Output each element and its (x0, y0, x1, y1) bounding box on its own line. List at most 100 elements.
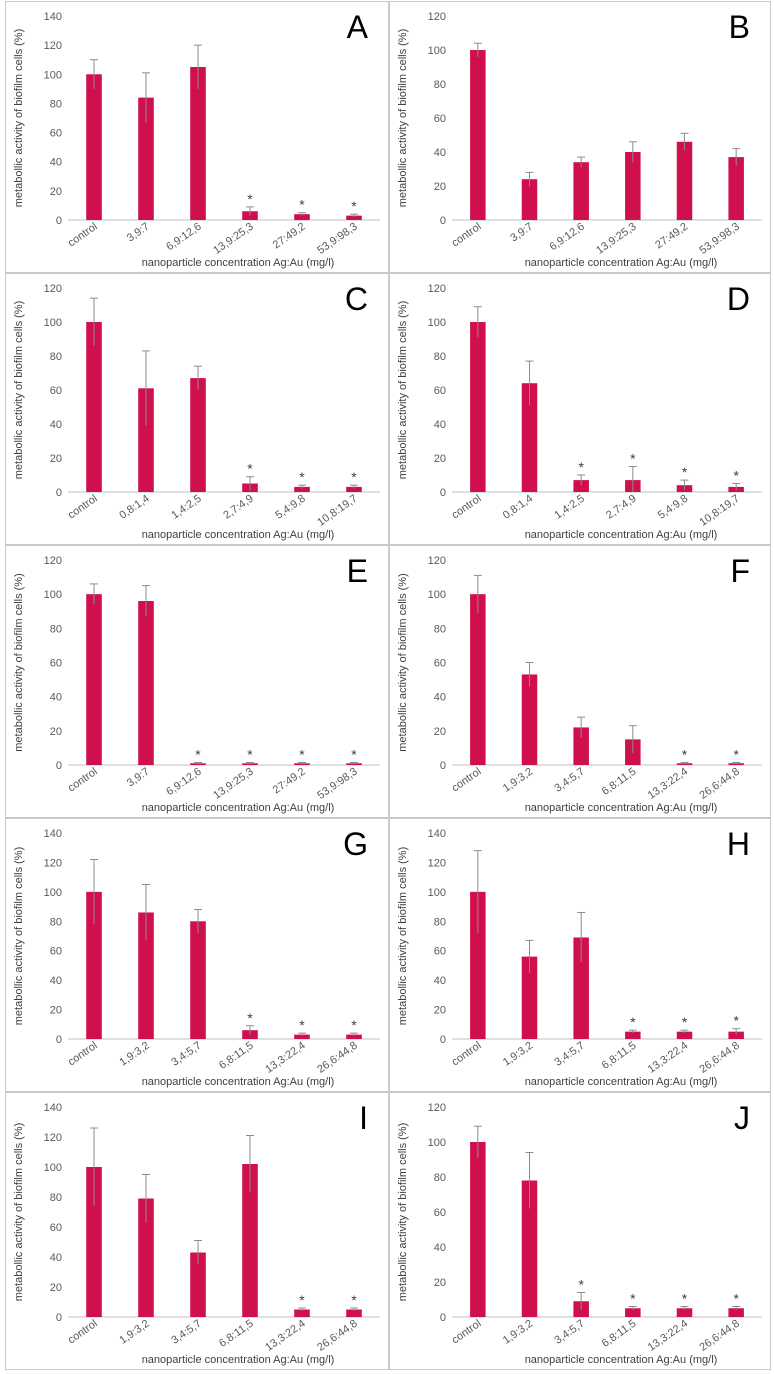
x-tick-label: control (66, 1318, 100, 1347)
chart-panel-d: metabollic activity of biofilm cells (%)… (389, 273, 771, 545)
x-tick-label: 53,9:98,3 (315, 221, 359, 257)
x-axis-title: nanoparticle concentration Ag:Au (mg/l) (525, 257, 718, 269)
x-tick-label: 6,8:11,5 (600, 1318, 639, 1350)
error-bar (577, 474, 586, 486)
panel-letter: F (730, 553, 750, 589)
significance-marker: * (351, 1017, 357, 1033)
chart-g-svg: metabollic activity of biofilm cells (%)… (13, 826, 380, 1088)
x-tick-label: 2,7:4,9 (221, 493, 255, 522)
error-bar (628, 466, 637, 492)
y-tick-label: 20 (434, 181, 446, 193)
y-tick-label: 0 (440, 760, 446, 772)
significance-marker: * (351, 198, 357, 214)
y-tick-label: 60 (434, 385, 446, 397)
chart-d-svg: metabollic activity of biofilm cells (%)… (397, 281, 762, 541)
error-bar (577, 1292, 586, 1310)
bar (470, 594, 486, 765)
chart-panel-c: metabollic activity of biofilm cells (%)… (5, 273, 389, 545)
significance-marker: * (299, 469, 305, 485)
chart-panel-i: metabollic activity of biofilm cells (%)… (5, 1092, 389, 1370)
y-tick-label: 60 (50, 658, 62, 670)
bar (294, 1309, 310, 1317)
x-tick-label: 13,3:22,4 (263, 1318, 307, 1354)
y-tick-label: 60 (434, 946, 446, 958)
significance-marker: * (682, 464, 688, 480)
y-tick-label: 120 (428, 857, 446, 869)
x-tick-label: 6,9:12,6 (164, 766, 203, 799)
y-tick-label: 20 (434, 453, 446, 465)
y-tick-label: 20 (50, 186, 62, 198)
y-tick-label: 100 (44, 887, 62, 899)
x-tick-label: control (66, 766, 100, 795)
y-tick-label: 100 (428, 317, 446, 329)
y-tick-label: 100 (44, 1162, 62, 1174)
x-tick-label: 1,9:3,2 (117, 1040, 151, 1069)
y-tick-label: 80 (50, 351, 62, 363)
bar (190, 921, 206, 1039)
x-tick-label: 13,3:22,4 (646, 1318, 690, 1354)
y-tick-label: 0 (56, 215, 62, 227)
error-bar (350, 1032, 358, 1037)
bar (86, 594, 102, 765)
significance-marker: * (733, 1291, 739, 1307)
bar (470, 891, 486, 1039)
bar (728, 1031, 744, 1039)
panel-letter: E (347, 553, 368, 589)
x-axis-title: nanoparticle concentration Ag:Au (mg/l) (142, 257, 335, 269)
error-bar (680, 479, 689, 491)
significance-marker: * (351, 469, 357, 485)
bar (86, 1167, 102, 1317)
error-bar (142, 350, 150, 426)
x-tick-label: 13,9:25,3 (211, 766, 255, 802)
x-tick-label: 5,4:9,8 (656, 493, 690, 522)
bar (346, 486, 362, 492)
x-tick-label: control (450, 221, 484, 250)
significance-marker: * (630, 1014, 636, 1030)
y-tick-label: 40 (50, 975, 62, 987)
error-bar (525, 939, 534, 973)
x-axis-title: nanoparticle concentration Ag:Au (mg/l) (142, 1076, 335, 1088)
error-bar (194, 761, 202, 765)
x-tick-label: 6,8:11,5 (600, 1040, 639, 1072)
x-tick-label: 0,8:1,4 (501, 493, 535, 522)
bar (190, 378, 206, 492)
y-tick-label: 40 (434, 147, 446, 159)
error-bar (142, 1174, 150, 1223)
bar (573, 727, 589, 765)
bar (242, 1164, 258, 1317)
x-axis-title: nanoparticle concentration Ag:Au (mg/l) (525, 802, 718, 814)
bar (138, 912, 154, 1039)
significance-marker: * (578, 1277, 584, 1293)
bar (625, 152, 641, 220)
error-bar (350, 1307, 358, 1311)
bar (86, 322, 102, 492)
error-bar (90, 858, 98, 925)
y-tick-label: 100 (44, 589, 62, 601)
x-tick-label: 2,7:4,9 (604, 493, 638, 522)
y-tick-label: 100 (428, 45, 446, 57)
chart-panel-f: metabollic activity of biofilm cells (%)… (389, 545, 771, 818)
x-axis-title: nanoparticle concentration Ag:Au (mg/l) (525, 1354, 718, 1366)
y-tick-label: 20 (50, 1282, 62, 1294)
y-tick-label: 120 (44, 555, 62, 567)
y-tick-label: 0 (56, 487, 62, 499)
chart-panel-e: metabollic activity of biofilm cells (%)… (5, 545, 389, 818)
bar (294, 214, 310, 220)
error-bar (525, 360, 534, 406)
bar (190, 1252, 206, 1317)
y-tick-label: 80 (50, 98, 62, 110)
significance-marker: * (682, 746, 688, 762)
bar (728, 763, 744, 765)
x-tick-label: 6,8:11,5 (217, 1040, 256, 1072)
x-tick-label: 3,4:5,7 (552, 766, 586, 795)
x-tick-label: control (450, 766, 484, 795)
y-tick-label: 120 (428, 555, 446, 567)
x-tick-label: 27:49,2 (653, 221, 690, 252)
chart-panel-j: metabollic activity of biofilm cells (%)… (389, 1092, 771, 1370)
y-axis-title: metabollic activity of biofilm cells (%) (397, 573, 409, 752)
panel-letter: J (734, 1100, 750, 1136)
bar (625, 1031, 641, 1039)
y-tick-label: 20 (50, 1005, 62, 1017)
bar (294, 1034, 310, 1039)
